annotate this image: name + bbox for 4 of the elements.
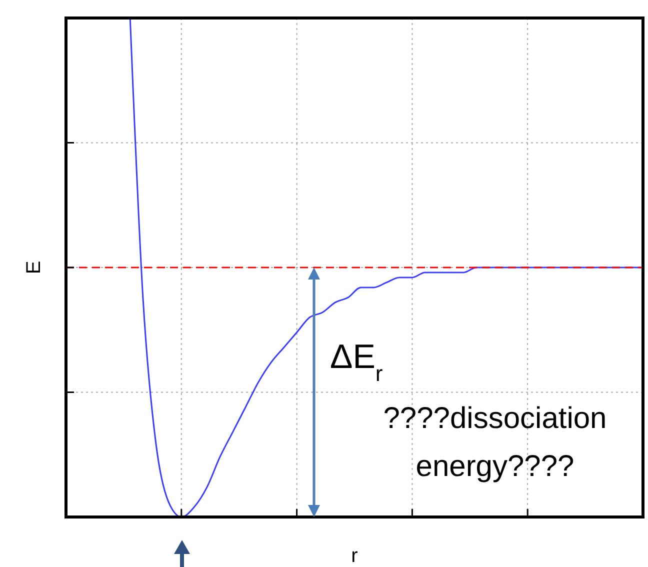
y-axis-title: E	[23, 260, 45, 274]
x-axis-title: r	[351, 545, 358, 567]
annotation: ????dissociation energy????	[383, 402, 607, 483]
annotation: ΔE$_{r}$	[330, 338, 383, 386]
